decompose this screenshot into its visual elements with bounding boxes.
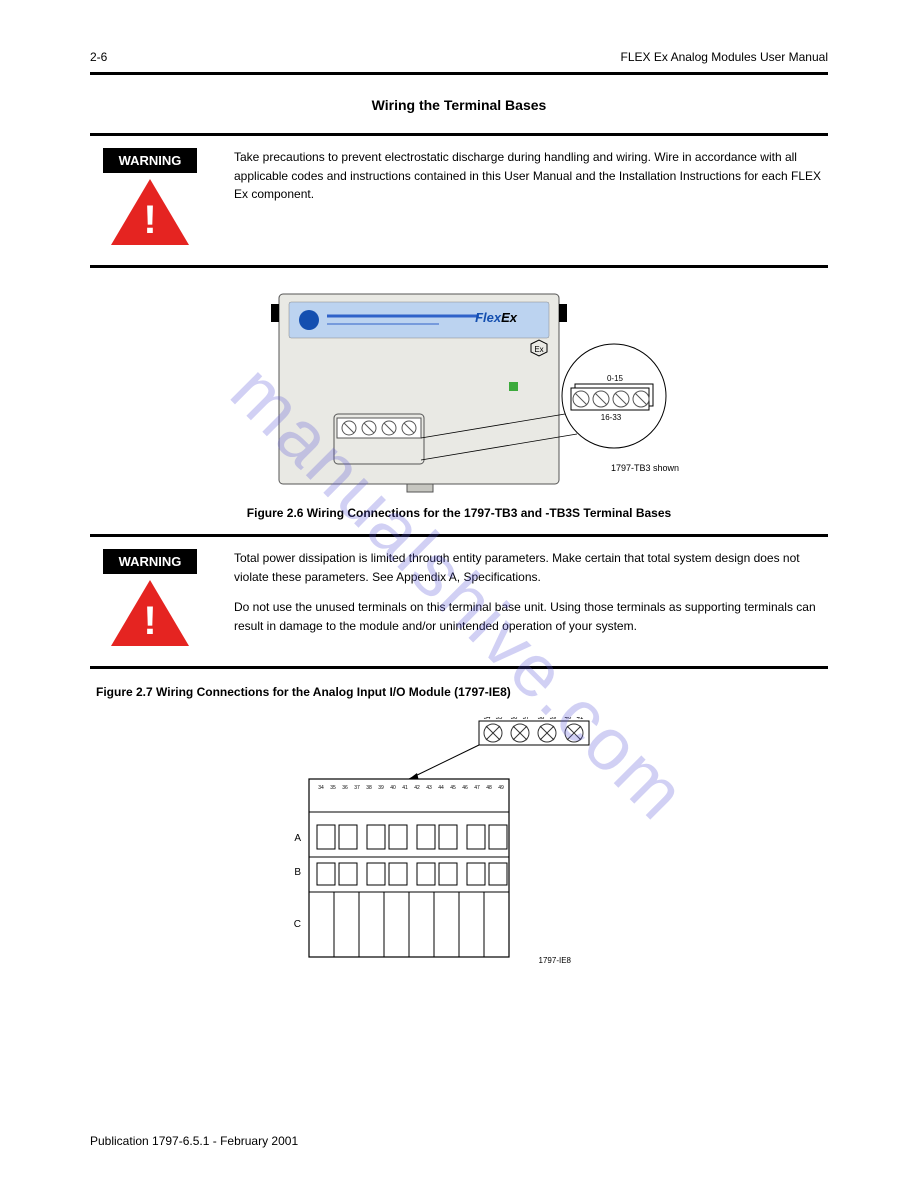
warning-text-2: Total power dissipation is limited throu…: [234, 549, 828, 647]
warning-block-1: WARNING ! Take precautions to prevent el…: [90, 136, 828, 265]
rule-4: [90, 666, 828, 669]
figure-2-caption: Figure 2.7 Wiring Connections for the An…: [96, 685, 828, 699]
svg-text:48: 48: [486, 785, 492, 791]
svg-text:44: 44: [438, 785, 444, 791]
svg-text:45: 45: [450, 785, 456, 791]
footer-left: Publication 1797-6.5.1 - February 2001: [90, 1134, 298, 1148]
svg-text:B: B: [294, 867, 301, 878]
svg-text:41: 41: [402, 785, 408, 791]
svg-text:1797-IE8: 1797-IE8: [539, 956, 572, 965]
svg-text:!: !: [143, 599, 156, 643]
page-header-right: FLEX Ex Analog Modules User Manual: [621, 50, 828, 64]
rule-2: [90, 265, 828, 268]
page-header-left: 2-6: [90, 50, 107, 64]
svg-text:34: 34: [484, 717, 491, 721]
warning-triangle-icon: !: [105, 574, 195, 652]
svg-text:FlexEx: FlexEx: [475, 310, 518, 325]
svg-text:36: 36: [342, 785, 348, 791]
figure-1: FlexEx Ex 0-15 16-33: [90, 286, 828, 520]
fig1-callout: 1797-TB3 shown: [611, 463, 679, 473]
svg-text:38: 38: [366, 785, 372, 791]
io-module-diagram: 34 35 36 37 38 39 40 41 34 35 36 37 38 39 40 41 42…: [249, 717, 669, 967]
figure-1-caption: Figure 2.6 Wiring Connections for the 17…: [247, 506, 671, 520]
svg-text:34: 34: [318, 785, 324, 791]
fig1-label-bot: 16-33: [601, 413, 622, 422]
svg-text:37: 37: [523, 717, 530, 721]
svg-text:42: 42: [414, 785, 420, 791]
svg-text:38: 38: [538, 717, 545, 721]
svg-text:49: 49: [498, 785, 504, 791]
header-rule: [90, 72, 828, 75]
warning-block-2: WARNING ! Total power dissipation is lim…: [90, 537, 828, 666]
svg-text:40: 40: [390, 785, 396, 791]
svg-text:47: 47: [474, 785, 480, 791]
svg-text:40: 40: [565, 717, 572, 721]
figure-2: 34 35 36 37 38 39 40 41 34 35 36 37 38 39 40 41 42…: [90, 717, 828, 967]
svg-text:36: 36: [511, 717, 518, 721]
svg-text:43: 43: [426, 785, 432, 791]
warning-label-1: WARNING: [103, 148, 198, 173]
section-title: Wiring the Terminal Bases: [90, 97, 828, 113]
svg-text:39: 39: [550, 717, 557, 721]
svg-text:35: 35: [496, 717, 503, 721]
terminal-base-diagram: FlexEx Ex 0-15 16-33: [219, 286, 699, 496]
svg-text:Ex: Ex: [534, 345, 543, 354]
svg-text:37: 37: [354, 785, 360, 791]
svg-text:41: 41: [577, 717, 584, 721]
svg-text:35: 35: [330, 785, 336, 791]
svg-text:46: 46: [462, 785, 468, 791]
svg-text:A: A: [294, 833, 301, 844]
svg-text:!: !: [143, 198, 156, 242]
svg-text:C: C: [294, 919, 301, 930]
fig1-label-top: 0-15: [607, 374, 624, 383]
warning-label-2: WARNING: [103, 549, 198, 574]
svg-text:39: 39: [378, 785, 384, 791]
warning-text-1: Take precautions to prevent electrostati…: [234, 148, 828, 216]
warning-triangle-icon: !: [105, 173, 195, 251]
